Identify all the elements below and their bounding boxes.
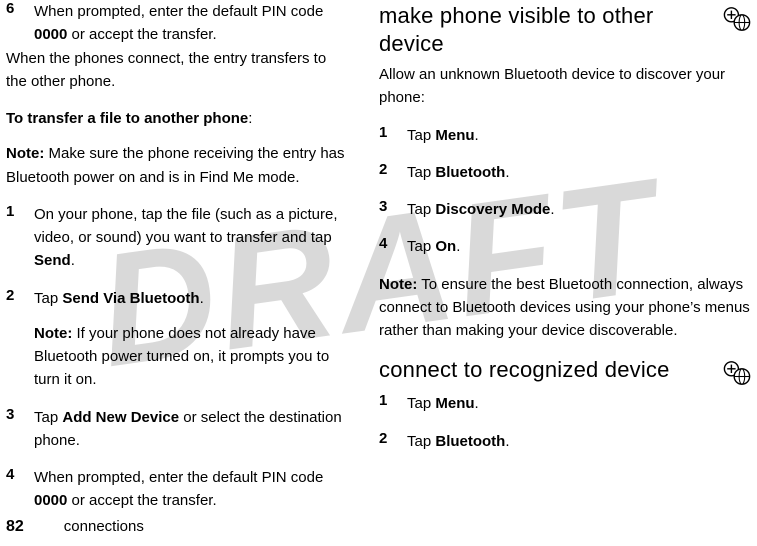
text: On your phone, tap the file (such as a p… xyxy=(34,206,338,246)
note-text: If your phone does not already have Blue… xyxy=(34,325,329,389)
step-body: Tap Send Via Bluetooth. Note: If your ph… xyxy=(34,287,351,392)
visible-steps-list: 1 Tap Menu. 2 Tap Bluetooth. 3 Tap Disco… xyxy=(379,124,751,259)
transfer-steps-list: 1 On your phone, tap the file (such as a… xyxy=(6,203,351,513)
step-number: 2 xyxy=(379,430,393,453)
left-column: 6 When prompted, enter the default PIN c… xyxy=(6,0,351,513)
section-heading: make phone visible to other device xyxy=(379,2,711,57)
step-number: 1 xyxy=(379,124,393,147)
list-item: 1 Tap Menu. xyxy=(379,392,751,415)
ui-label: Bluetooth xyxy=(435,164,505,181)
right-column: make phone visible to other device Allow… xyxy=(379,0,751,513)
list-item: 3 Tap Add New Device or select the desti… xyxy=(6,406,351,453)
note-paragraph: Note: To ensure the best Bluetooth conne… xyxy=(379,273,751,343)
bold-text: To transfer a file to another phone xyxy=(6,110,248,127)
ui-label: Discovery Mode xyxy=(435,201,550,218)
list-item: 4 Tap On. xyxy=(379,235,751,258)
ui-label: Add New Device xyxy=(62,409,179,426)
list-item: 2 Tap Bluetooth. xyxy=(379,430,751,453)
bluetooth-pair-icon xyxy=(723,6,751,32)
step-body: Tap Bluetooth. xyxy=(407,430,751,453)
ui-label: Bluetooth xyxy=(435,433,505,450)
ui-label: On xyxy=(435,238,456,255)
list-item: 2 Tap Send Via Bluetooth. Note: If your … xyxy=(6,287,351,392)
subheading: To transfer a file to another phone: xyxy=(6,107,351,130)
text: . xyxy=(550,201,554,218)
left-top-list: 6 When prompted, enter the default PIN c… xyxy=(6,0,351,47)
text: Tap xyxy=(407,238,435,255)
list-item: 1 Tap Menu. xyxy=(379,124,751,147)
bluetooth-pair-icon xyxy=(723,360,751,386)
text: . xyxy=(505,164,509,181)
section-heading: connect to recognized device xyxy=(379,356,711,384)
step-number: 4 xyxy=(379,235,393,258)
text: . xyxy=(475,395,479,412)
ui-label: Menu xyxy=(435,395,474,412)
list-item: 4 When prompted, enter the default PIN c… xyxy=(6,466,351,513)
text: . xyxy=(200,290,204,307)
pin-code: 0000 xyxy=(34,492,67,509)
ui-label: Menu xyxy=(435,127,474,144)
step-body: Tap Menu. xyxy=(407,392,751,415)
list-item: 6 When prompted, enter the default PIN c… xyxy=(6,0,351,47)
step-body: Tap On. xyxy=(407,235,751,258)
step-body: Tap Bluetooth. xyxy=(407,161,751,184)
text: Tap xyxy=(407,127,435,144)
paragraph: When the phones connect, the entry trans… xyxy=(6,47,351,94)
list-item: 2 Tap Bluetooth. xyxy=(379,161,751,184)
text: Tap xyxy=(34,409,62,426)
step-body: Tap Discovery Mode. xyxy=(407,198,751,221)
step-number: 4 xyxy=(6,466,20,513)
step-body: Tap Menu. xyxy=(407,124,751,147)
step-number: 1 xyxy=(379,392,393,415)
text: Tap xyxy=(407,164,435,181)
step-number: 2 xyxy=(6,287,20,392)
text: When prompted, enter the default PIN cod… xyxy=(34,3,323,20)
ui-label: Send Via Bluetooth xyxy=(62,290,199,307)
text: Tap xyxy=(407,395,435,412)
note-label: Note: xyxy=(6,145,44,162)
step-number: 2 xyxy=(379,161,393,184)
text: Tap xyxy=(34,290,62,307)
step-body: When prompted, enter the default PIN cod… xyxy=(34,466,351,513)
note-paragraph: Note: Make sure the phone receiving the … xyxy=(6,142,351,189)
connect-steps-list: 1 Tap Menu. 2 Tap Bluetooth. xyxy=(379,392,751,453)
text: . xyxy=(456,238,460,255)
ui-label: Send xyxy=(34,252,71,269)
step-body: On your phone, tap the file (such as a p… xyxy=(34,203,351,273)
note-text: To ensure the best Bluetooth connection,… xyxy=(379,276,750,340)
pin-code: 0000 xyxy=(34,26,67,43)
step-number: 3 xyxy=(379,198,393,221)
heading-row: connect to recognized device xyxy=(379,356,751,386)
heading-row: make phone visible to other device xyxy=(379,2,751,57)
note-label: Note: xyxy=(379,276,417,293)
text: Tap xyxy=(407,201,435,218)
text: or accept the transfer. xyxy=(67,26,216,43)
text: or accept the transfer. xyxy=(67,492,216,509)
footer: 82 connections xyxy=(6,518,144,536)
text: Tap xyxy=(407,433,435,450)
text: . xyxy=(71,252,75,269)
text: . xyxy=(475,127,479,144)
list-item: 3 Tap Discovery Mode. xyxy=(379,198,751,221)
text: When prompted, enter the default PIN cod… xyxy=(34,469,323,486)
page-number: 82 xyxy=(6,518,24,536)
note-text: Make sure the phone receiving the entry … xyxy=(6,145,345,185)
step-number: 6 xyxy=(6,0,20,47)
list-item: 1 On your phone, tap the file (such as a… xyxy=(6,203,351,273)
step-body: Tap Add New Device or select the destina… xyxy=(34,406,351,453)
step-number: 1 xyxy=(6,203,20,273)
footer-section: connections xyxy=(64,518,144,535)
note-label: Note: xyxy=(34,325,72,342)
step-body: When prompted, enter the default PIN cod… xyxy=(34,0,351,47)
text: . xyxy=(505,433,509,450)
text: : xyxy=(248,110,252,127)
paragraph: Allow an unknown Bluetooth device to dis… xyxy=(379,63,751,110)
step-number: 3 xyxy=(6,406,20,453)
page-content: 6 When prompted, enter the default PIN c… xyxy=(0,0,757,513)
